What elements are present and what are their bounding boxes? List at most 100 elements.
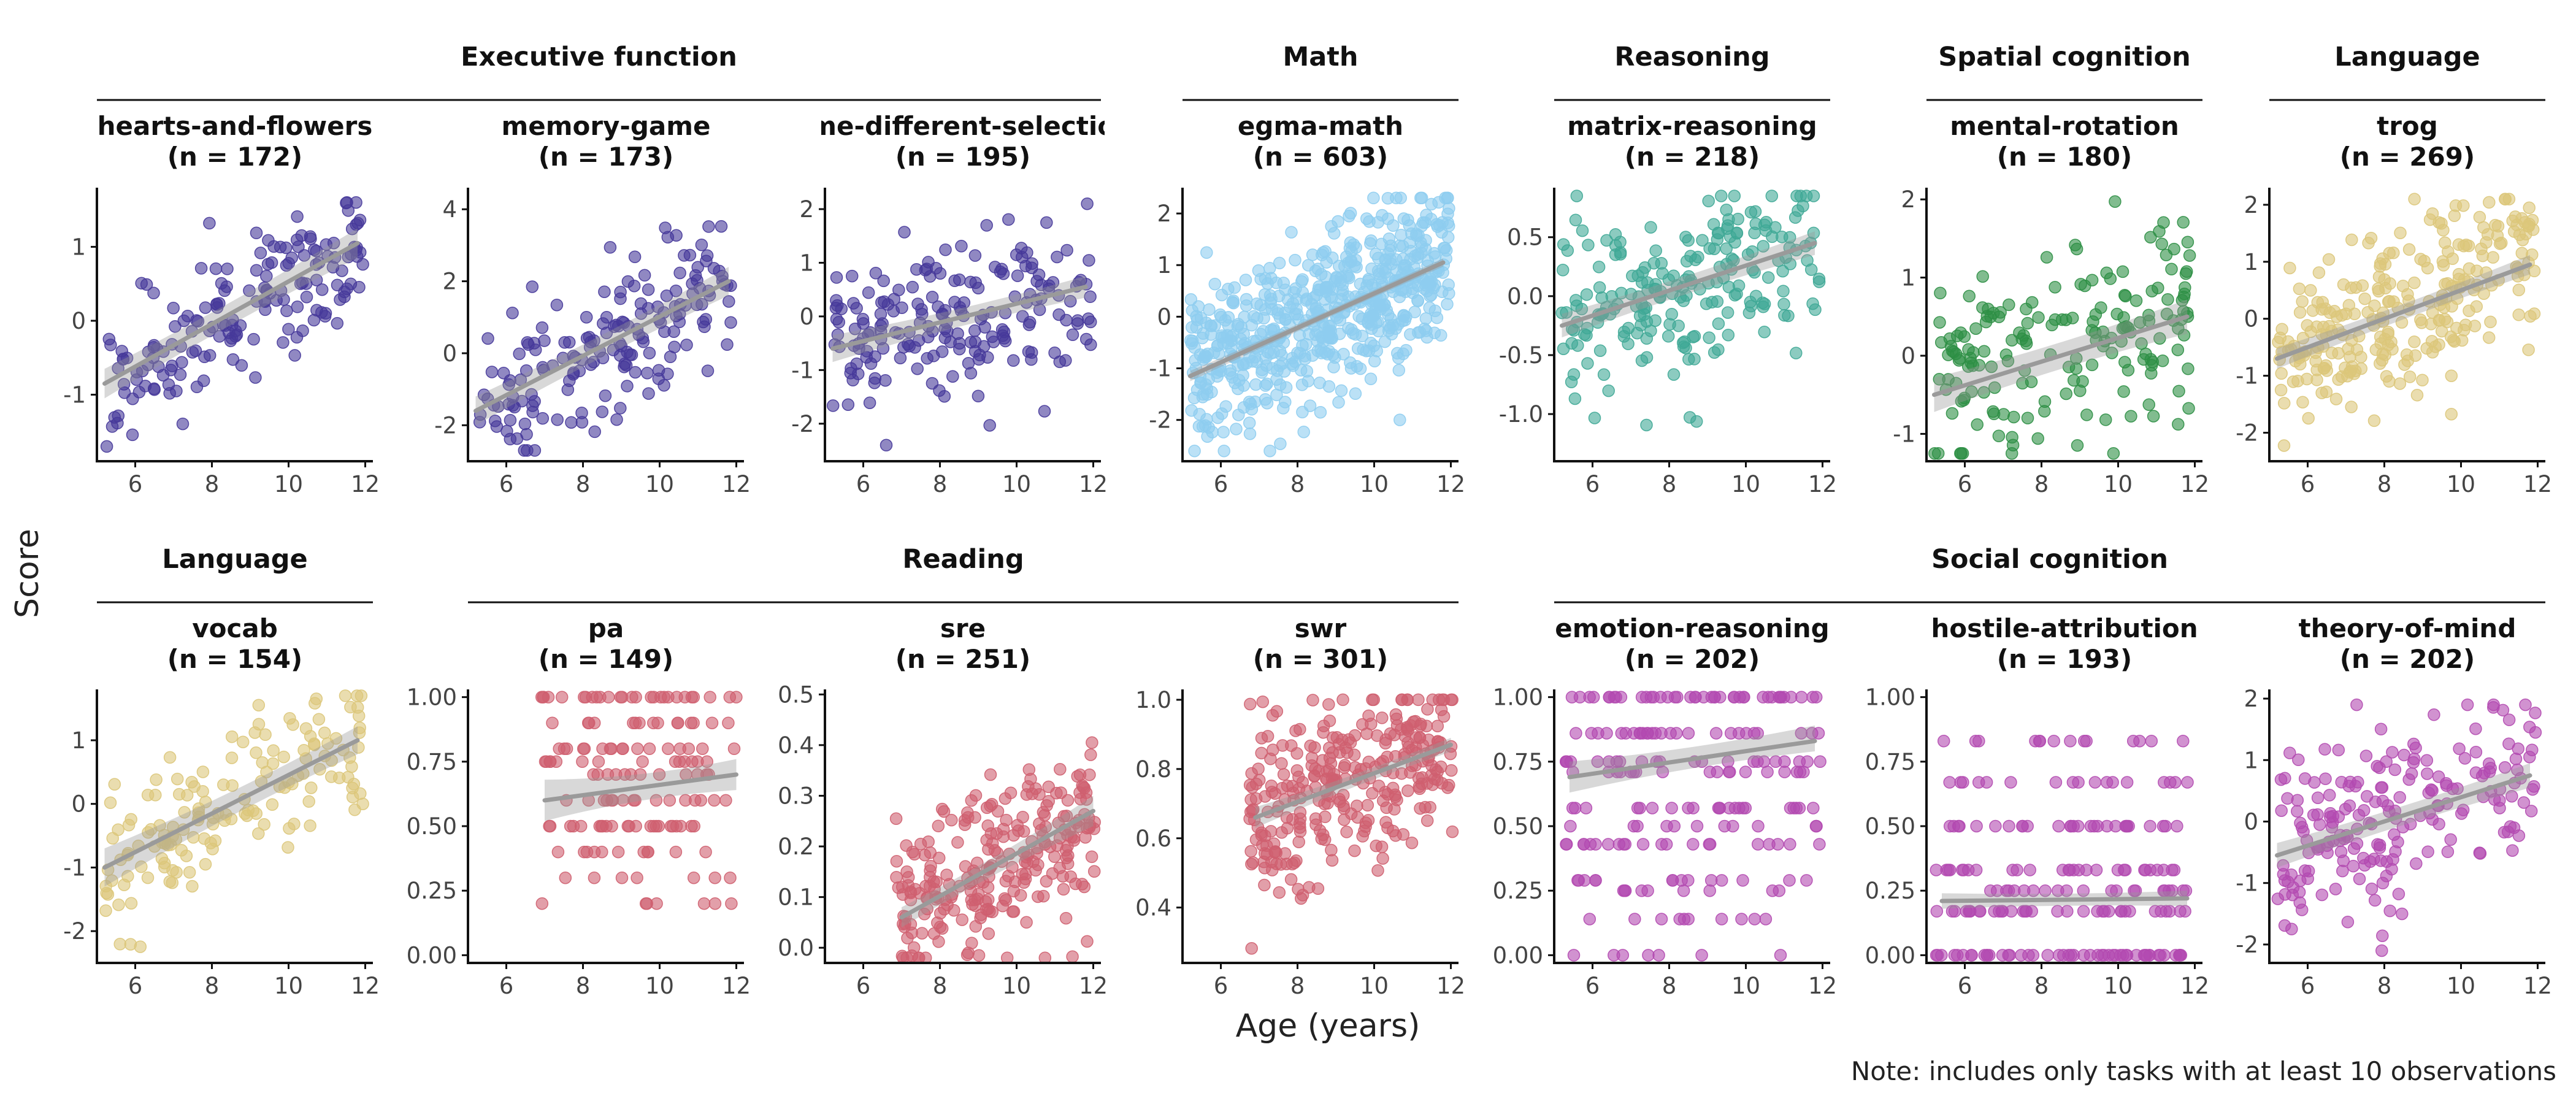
data-point xyxy=(1579,802,1593,815)
data-point xyxy=(125,897,138,910)
data-point xyxy=(1336,288,1349,301)
data-point xyxy=(696,742,709,756)
panel-n-label: (n = 154) xyxy=(167,644,302,674)
data-point xyxy=(1350,359,1363,373)
data-point xyxy=(2071,439,2084,452)
data-point xyxy=(121,870,134,883)
data-point xyxy=(343,751,356,764)
data-point xyxy=(1635,884,1648,897)
data-point xyxy=(1085,850,1098,864)
data-point xyxy=(2165,263,2178,276)
data-point xyxy=(1727,819,1739,833)
data-point xyxy=(1200,246,1213,259)
data-point xyxy=(2159,819,2172,833)
data-point xyxy=(1286,780,1299,793)
data-point xyxy=(654,691,667,703)
data-point xyxy=(727,742,741,756)
data-point xyxy=(1393,290,1406,304)
data-point xyxy=(295,229,309,242)
data-point xyxy=(236,735,250,748)
data-point xyxy=(285,251,298,264)
data-point xyxy=(1355,329,1369,343)
data-point xyxy=(1947,819,1960,833)
data-point xyxy=(2319,772,2332,785)
data-point xyxy=(1059,911,1073,925)
data-point xyxy=(1273,886,1286,899)
data-point xyxy=(1306,694,1319,707)
x-tick-label: 10 xyxy=(645,471,674,497)
data-point xyxy=(335,264,348,277)
data-point xyxy=(1668,819,1681,833)
data-point xyxy=(1690,819,1704,833)
data-point xyxy=(1017,825,1030,838)
data-point xyxy=(1757,240,1770,253)
data-point xyxy=(2469,746,2483,759)
data-point xyxy=(1593,344,1607,357)
data-point xyxy=(108,778,121,791)
data-point xyxy=(1715,913,1728,926)
data-point xyxy=(908,341,921,354)
data-point xyxy=(550,298,564,312)
x-tick-label: 6 xyxy=(856,471,871,497)
panel-vocab: vocab(n = 154) -2 -1 0 1 6 8 10 12 xyxy=(63,613,380,999)
x-tick-label: 10 xyxy=(274,471,303,497)
data-point xyxy=(126,428,139,442)
data-point xyxy=(1245,767,1258,780)
data-point xyxy=(1954,447,1967,460)
group-title: Language xyxy=(2334,42,2480,72)
data-point xyxy=(2407,737,2420,751)
data-point xyxy=(150,773,163,786)
data-point xyxy=(1704,874,1718,887)
data-point xyxy=(2106,776,2119,789)
data-point xyxy=(1679,231,1692,243)
data-point xyxy=(2298,772,2312,785)
data-point xyxy=(877,274,890,288)
data-point xyxy=(1696,234,1709,247)
data-point xyxy=(1376,852,1389,865)
data-point xyxy=(2118,356,2131,369)
data-point xyxy=(1292,835,1305,848)
data-point xyxy=(1965,949,1978,962)
data-point xyxy=(1347,238,1360,251)
panel-n-label: (n = 193) xyxy=(1997,644,2132,674)
x-tick-label: 10 xyxy=(1731,973,1760,999)
group-headers: Executive function Math Reasoning Spatial c… xyxy=(97,42,2545,604)
data-point xyxy=(1555,306,1568,320)
data-point xyxy=(2161,293,2174,306)
data-point xyxy=(1588,412,1601,424)
group-title: Social cognition xyxy=(1931,544,2168,575)
data-point xyxy=(898,226,911,239)
points xyxy=(2272,193,2541,452)
data-point xyxy=(1243,396,1256,408)
data-point xyxy=(1807,802,1820,815)
data-point xyxy=(2302,412,2315,425)
data-point xyxy=(99,904,112,917)
data-point xyxy=(2153,332,2166,345)
data-point xyxy=(2278,874,2291,887)
data-point xyxy=(2145,734,2158,748)
data-point xyxy=(2144,819,2156,833)
data-point xyxy=(652,364,665,377)
data-point xyxy=(1053,861,1066,875)
data-point xyxy=(1980,776,1993,789)
data-point xyxy=(500,424,513,438)
panel-n-label: (n = 202) xyxy=(1625,644,1760,674)
data-point xyxy=(1687,802,1700,815)
x-tick-label: 6 xyxy=(1585,973,1600,999)
y-tick-label: 0.0 xyxy=(1507,283,1543,310)
data-point xyxy=(2512,283,2526,297)
data-point xyxy=(1006,905,1019,918)
data-point xyxy=(1931,447,1945,460)
x-tick-label: 6 xyxy=(499,973,514,999)
data-point xyxy=(1708,691,1721,703)
data-point xyxy=(1812,272,1826,285)
y-tick-label: 1 xyxy=(1157,252,1171,278)
data-point xyxy=(1273,359,1286,372)
data-point xyxy=(226,353,240,366)
confidence-band xyxy=(104,726,358,887)
data-point xyxy=(2023,864,2036,876)
data-point xyxy=(1032,268,1046,282)
data-point xyxy=(981,351,994,364)
data-point xyxy=(209,262,223,275)
x-tick-label: 6 xyxy=(128,471,143,497)
